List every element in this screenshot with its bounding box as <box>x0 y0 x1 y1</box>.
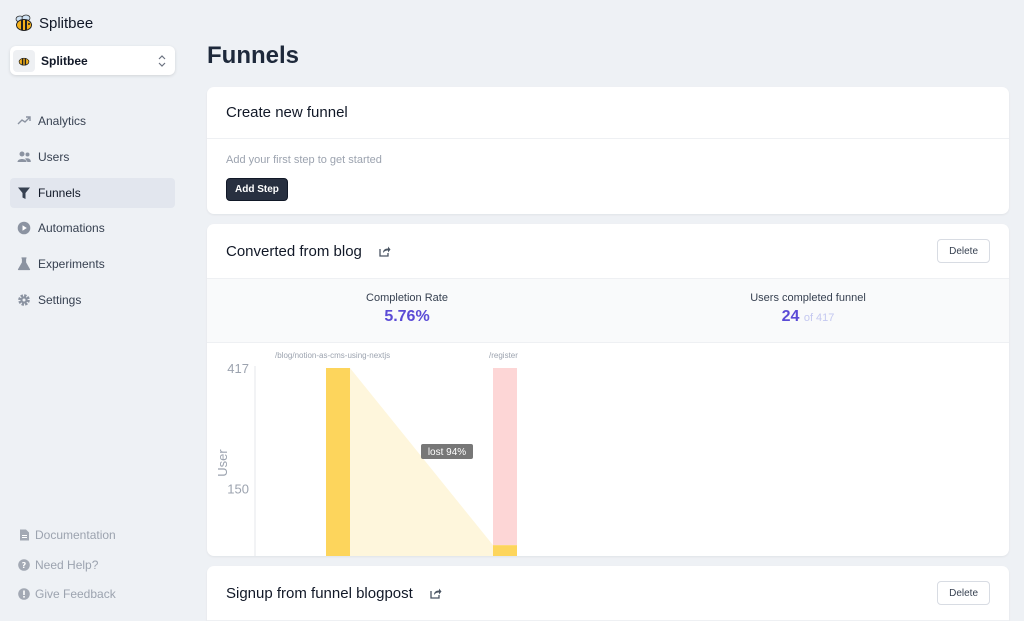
users-completed-value: 24 of 417 <box>658 308 958 326</box>
funnel-title: Converted from blog <box>226 242 362 260</box>
brand[interactable]: Splitbee <box>14 13 93 33</box>
trending-up-icon <box>17 114 31 128</box>
delete-funnel-button[interactable]: Delete <box>937 239 990 263</box>
footer-link-label: Documentation <box>35 528 116 542</box>
bee-avatar-icon <box>18 57 30 66</box>
dropoff-badge <box>421 444 473 459</box>
sidebar-item-settings[interactable]: Settings <box>10 285 175 315</box>
funnel-chart-svg: User 417 150/blog/notion-as-cms-using-next… <box>215 351 518 556</box>
brand-name: Splitbee <box>39 14 94 32</box>
delete-funnel-button[interactable]: Delete <box>937 581 990 605</box>
create-funnel-card: Create new funnel Add your first step to… <box>207 87 1009 214</box>
sidebar-item-analytics[interactable]: Analytics <box>10 106 175 136</box>
sidebar-item-label: Funnels <box>38 185 81 200</box>
dropoff-badge-label: lost 94% <box>428 447 466 458</box>
exclamation-circle-icon <box>18 588 30 600</box>
create-funnel-hint: Add your first step to get started <box>226 154 382 166</box>
create-funnel-title: Create new funnel <box>226 104 348 121</box>
project-avatar <box>13 49 35 72</box>
funnel-bar <box>326 368 350 556</box>
funnel-bar <box>493 545 517 556</box>
users-icon <box>17 150 31 164</box>
gear-icon <box>17 293 31 307</box>
funnel-card-header: Converted from blog Delete <box>207 224 1009 279</box>
project-select[interactable]: Splitbee <box>10 46 175 75</box>
funnel-title: Signup from funnel blogpost <box>226 584 413 602</box>
question-circle-icon: ? <box>18 558 30 571</box>
completion-rate-stat: Completion Rate 5.76% <box>257 292 557 326</box>
sidebar-item-automations[interactable]: Automations <box>10 213 175 243</box>
bee-logo-icon <box>15 14 32 31</box>
step-label: /register <box>489 351 518 360</box>
footer-link-label: Give Feedback <box>35 587 116 601</box>
dropoff-area <box>350 368 493 556</box>
give-feedback-link[interactable]: Give Feedback <box>18 584 116 604</box>
footer-link-label: Need Help? <box>35 557 99 572</box>
project-name: Splitbee <box>41 53 88 68</box>
y-axis-label: User <box>215 449 230 477</box>
completion-rate-label: Completion Rate <box>366 292 448 304</box>
sidebar-item-funnels[interactable]: Funnels <box>10 177 175 208</box>
users-completed-count: 24 <box>781 308 800 325</box>
y-tick-label: 417 <box>227 361 249 376</box>
page-title: Funnels <box>207 42 300 69</box>
sidebar-item-label: Users <box>38 149 70 164</box>
svg-text:?: ? <box>22 561 27 570</box>
users-total: of 417 <box>803 312 835 324</box>
flask-icon <box>17 257 31 271</box>
sidebar-item-label: Automations <box>38 221 105 236</box>
users-completed-stat: Users completed funnel 24 of 417 <box>658 292 958 326</box>
sidebar-footer: Documentation ? Need Help? Give Feedback <box>18 525 116 614</box>
funnel-card: Converted from blog Delete Completion Ra… <box>207 224 1009 556</box>
create-funnel-header: Create new funnel <box>207 87 1009 139</box>
chevron-up-down-icon <box>158 54 166 67</box>
sidebar-item-users[interactable]: Users <box>10 142 175 172</box>
funnel-icon <box>17 186 31 200</box>
sidebar-nav: Analytics Users Funnels Automations Expe… <box>10 106 175 321</box>
lost-bar <box>493 368 517 546</box>
funnel-card-header: Signup from funnel blogpost Delete <box>207 566 1009 621</box>
share-icon[interactable] <box>379 245 391 257</box>
sidebar-item-label: Experiments <box>38 257 105 272</box>
add-step-button[interactable]: Add Step <box>226 178 288 201</box>
sidebar: Splitbee Splitbee Analytics Users <box>0 0 190 621</box>
funnel-card: Signup from funnel blogpost Delete <box>207 566 1009 621</box>
step-label: /blog/notion-as-cms-using-nextjs <box>275 351 390 360</box>
y-tick-label: 150 <box>227 481 249 496</box>
funnel-stats: Completion Rate 5.76% Users completed fu… <box>207 279 1009 343</box>
sidebar-item-label: Analytics <box>38 114 87 128</box>
sidebar-item-label: Settings <box>38 292 82 307</box>
documentation-link[interactable]: Documentation <box>18 525 116 545</box>
completion-rate-value: 5.76% <box>384 308 430 325</box>
funnel-chart: User 417 150/blog/notion-as-cms-using-next… <box>207 343 1009 556</box>
need-help-link[interactable]: ? Need Help? <box>18 555 116 575</box>
sidebar-item-experiments[interactable]: Experiments <box>10 249 175 279</box>
users-completed-label: Users completed funnel <box>750 292 866 304</box>
document-icon <box>18 529 30 541</box>
play-circle-icon <box>17 221 31 235</box>
share-icon[interactable] <box>430 587 442 599</box>
